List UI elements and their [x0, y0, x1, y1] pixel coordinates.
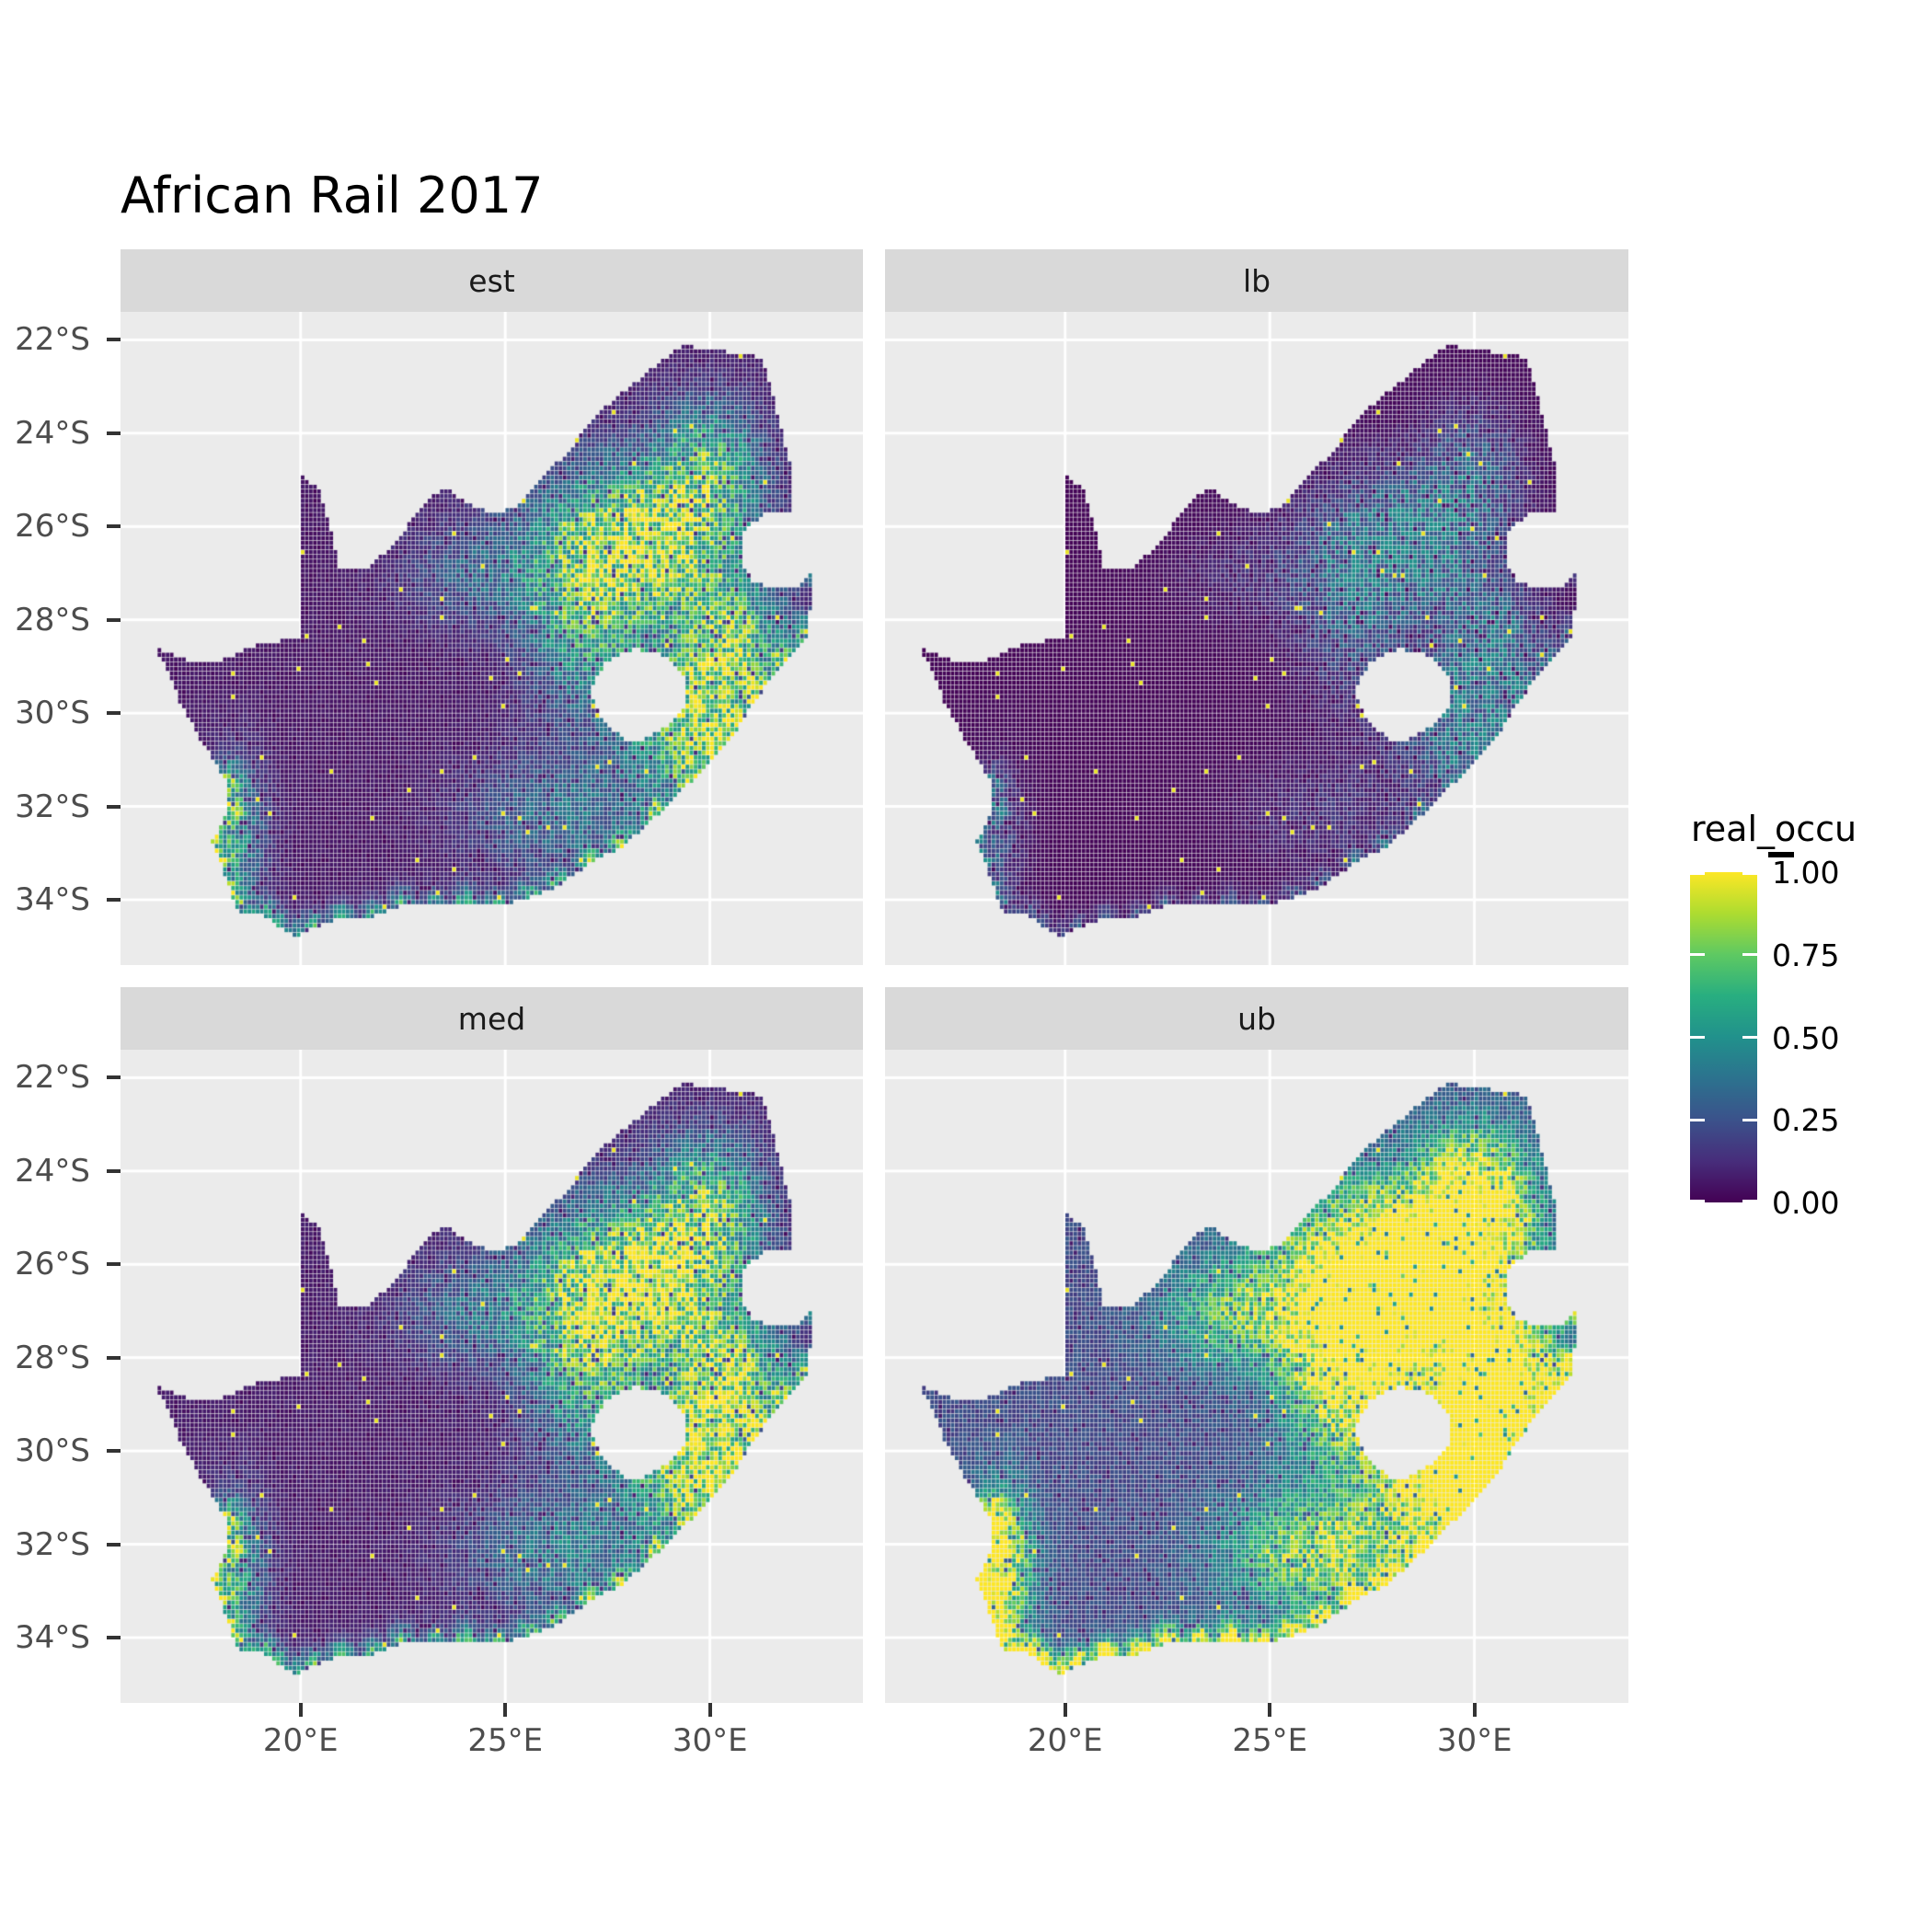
legend-colorbar: [1690, 872, 1757, 1202]
y-tick-label: 34°S: [15, 1618, 90, 1656]
facet-strip-med: med: [121, 987, 863, 1050]
facet-map-est: [121, 312, 863, 965]
legend-tick-mark: [1742, 1200, 1757, 1202]
x-tick-label: 20°E: [262, 1722, 339, 1759]
x-tick-label: 25°E: [467, 1722, 544, 1759]
x-tick-label: 30°E: [672, 1722, 748, 1759]
y-tick-label: 30°S: [15, 1432, 90, 1470]
y-tick-mark: [107, 1262, 121, 1267]
y-tick-label: 24°S: [15, 414, 90, 452]
y-tick-mark: [107, 1355, 121, 1360]
legend-tick-mark: [1690, 1118, 1705, 1121]
x-tick-label: 25°E: [1232, 1722, 1308, 1759]
facet-strip-label: est: [468, 262, 515, 299]
facet-strip-ub: ub: [885, 987, 1628, 1050]
y-tick-mark: [107, 431, 121, 435]
legend-tick-mark: [1742, 1118, 1757, 1121]
y-tick-label: 30°S: [15, 695, 90, 732]
legend-label: 0.75: [1772, 937, 1840, 973]
y-tick-label: 34°S: [15, 880, 90, 918]
y-tick-label: 22°S: [15, 321, 90, 359]
y-tick-label: 32°S: [15, 1525, 90, 1563]
plot-title: African Rail 2017: [121, 167, 544, 224]
x-tick-mark: [503, 1703, 508, 1717]
facet-strip-label: lb: [1242, 262, 1271, 299]
y-tick-mark: [107, 338, 121, 342]
y-tick-label: 28°S: [15, 1339, 90, 1376]
legend-title: real_occu: [1691, 809, 1857, 849]
facet-map-med: [121, 1050, 863, 1703]
y-tick-label: 28°S: [15, 601, 90, 638]
y-tick-label: 26°S: [15, 508, 90, 546]
y-tick-mark: [107, 804, 121, 809]
y-tick-mark: [107, 1542, 121, 1547]
y-tick-label: 32°S: [15, 788, 90, 825]
y-tick-mark: [107, 1635, 121, 1639]
legend-tick-mark: [1690, 872, 1705, 875]
x-tick-label: 20°E: [1027, 1722, 1103, 1759]
y-tick-mark: [107, 617, 121, 622]
y-tick-mark: [107, 897, 121, 902]
facet-map-ub: [885, 1050, 1628, 1703]
x-tick-mark: [1268, 1703, 1272, 1717]
legend-tick-mark: [1742, 872, 1757, 875]
facet-strip-label: ub: [1237, 1000, 1276, 1037]
facet-strip-lb: lb: [885, 249, 1628, 312]
y-tick-label: 24°S: [15, 1152, 90, 1190]
legend-top-tick: [1768, 852, 1794, 857]
legend-label: 1.00: [1772, 855, 1840, 891]
y-tick-mark: [107, 711, 121, 716]
legend-label: 0.00: [1772, 1185, 1840, 1221]
y-tick-mark: [107, 1449, 121, 1454]
x-tick-mark: [1063, 1703, 1067, 1717]
y-tick-mark: [107, 1075, 121, 1080]
y-tick-mark: [107, 1168, 121, 1173]
y-tick-mark: [107, 524, 121, 529]
legend-tick-mark: [1690, 1036, 1705, 1039]
y-tick-label: 22°S: [15, 1059, 90, 1097]
legend-label: 0.50: [1772, 1019, 1840, 1056]
legend-tick-mark: [1690, 1200, 1705, 1202]
y-tick-label: 26°S: [15, 1246, 90, 1283]
legend-tick-mark: [1742, 1036, 1757, 1039]
legend-tick-mark: [1742, 953, 1757, 957]
legend-label: 0.25: [1772, 1102, 1840, 1139]
x-tick-mark: [298, 1703, 303, 1717]
facet-map-lb: [885, 312, 1628, 965]
facet-strip-est: est: [121, 249, 863, 312]
legend-tick-mark: [1690, 953, 1705, 957]
x-tick-mark: [1472, 1703, 1477, 1717]
x-tick-mark: [707, 1703, 712, 1717]
facet-strip-label: med: [457, 1000, 526, 1037]
x-tick-label: 30°E: [1436, 1722, 1512, 1759]
